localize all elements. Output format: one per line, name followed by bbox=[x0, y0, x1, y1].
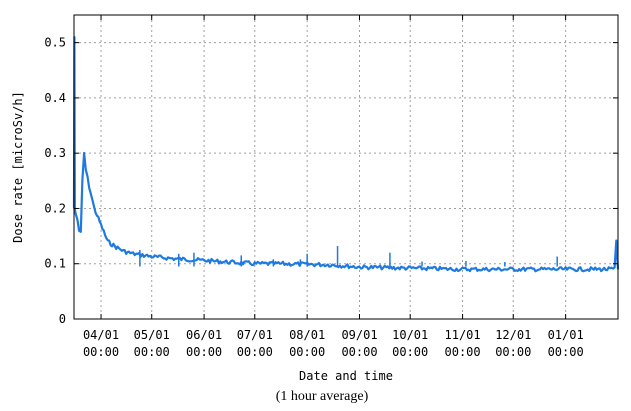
x-tick-date-label: 10/01 bbox=[392, 328, 428, 342]
x-tick-time-label: 00:00 bbox=[186, 345, 222, 359]
x-tick-date-label: 08/01 bbox=[289, 328, 325, 342]
y-tick-label: 0.4 bbox=[44, 91, 66, 105]
x-tick-date-label: 12/01 bbox=[495, 328, 531, 342]
y-tick-label: 0.1 bbox=[44, 257, 66, 271]
series-layer bbox=[72, 36, 620, 273]
y-tick-label: 0.2 bbox=[44, 201, 66, 215]
y-axis-ticks: 0 0.1 0.2 0.3 0.4 0.5 bbox=[44, 36, 618, 326]
x-tick-time-label: 00:00 bbox=[548, 345, 584, 359]
averaging-note: (1 hour average) bbox=[276, 389, 369, 404]
x-tick-date-label: 09/01 bbox=[341, 328, 377, 342]
x-axis-ticks: 04/01 00:00 05/01 00:00 06/01 00:00 07/01 00:00… bbox=[83, 15, 584, 359]
x-tick-time-label: 00:00 bbox=[341, 345, 377, 359]
x-tick-date-label: 07/01 bbox=[237, 328, 273, 342]
x-tick-date-label: 06/01 bbox=[186, 328, 222, 342]
plot-frame bbox=[73, 14, 619, 320]
x-tick-date-label: 05/01 bbox=[134, 328, 170, 342]
x-tick-time-label: 00:00 bbox=[445, 345, 481, 359]
x-tick-time-label: 00:00 bbox=[392, 345, 428, 359]
y-axis-label: Dose rate [microSv/h] bbox=[11, 91, 25, 243]
series-line bbox=[72, 36, 620, 273]
grid-lines bbox=[74, 15, 618, 319]
x-axis-label: Date and time bbox=[299, 369, 393, 383]
y-tick-label: 0 bbox=[59, 312, 66, 326]
x-tick-time-label: 00:00 bbox=[289, 345, 325, 359]
x-tick-time-label: 00:00 bbox=[134, 345, 170, 359]
x-tick-date-label: 01/01 bbox=[548, 328, 584, 342]
x-tick-time-label: 00:00 bbox=[237, 345, 273, 359]
x-tick-date-label: 11/01 bbox=[445, 328, 481, 342]
y-tick-label: 0.5 bbox=[44, 36, 66, 50]
x-tick-time-label: 00:00 bbox=[83, 345, 119, 359]
x-tick-time-label: 00:00 bbox=[495, 345, 531, 359]
y-tick-label: 0.3 bbox=[44, 146, 66, 160]
x-tick-date-label: 04/01 bbox=[83, 328, 119, 342]
